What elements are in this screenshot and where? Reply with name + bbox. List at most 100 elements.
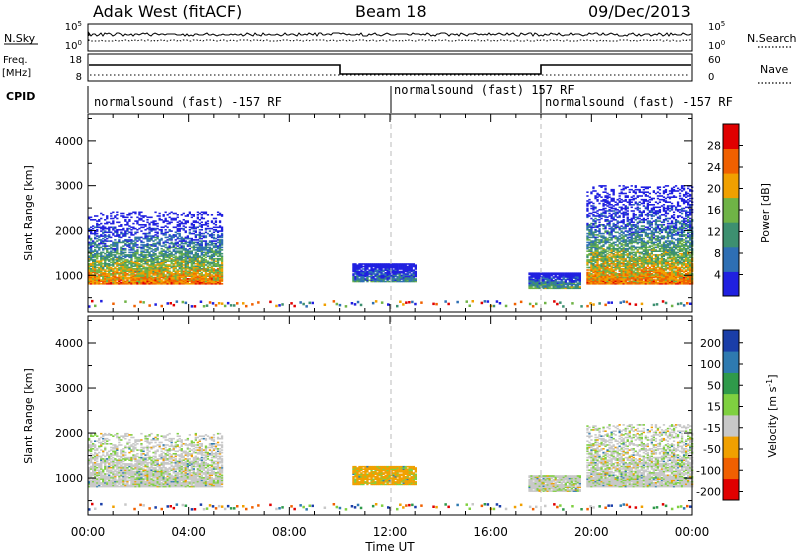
power-cell (389, 281, 391, 283)
power-cell (352, 273, 354, 275)
power-cell (604, 225, 606, 227)
power-cell (140, 218, 142, 220)
power-cell (623, 208, 625, 210)
power-cell (157, 228, 159, 230)
power-cell (183, 264, 185, 266)
power-cell (187, 214, 189, 216)
power-cell (100, 227, 102, 229)
power-cell (195, 227, 197, 229)
power-cell (96, 264, 98, 266)
power-cell (181, 222, 183, 224)
power-cell (623, 235, 625, 237)
power-cell (659, 267, 661, 269)
power-cell (211, 248, 213, 250)
power-cell (128, 277, 130, 279)
power-cell (126, 254, 128, 256)
power-cell (370, 263, 372, 265)
power-cell (215, 229, 217, 231)
date-title: 09/Dec/2013 (588, 2, 691, 21)
power-cell (633, 195, 635, 197)
power-cell (651, 255, 653, 257)
power-cell (625, 199, 627, 201)
power-cell (647, 259, 649, 261)
power-cell (128, 254, 130, 256)
freq-trace (89, 65, 691, 74)
power-cell (590, 218, 592, 220)
power-cell (161, 250, 163, 252)
power-cell (142, 227, 144, 229)
power-cell (655, 235, 657, 237)
power-cell (197, 214, 199, 216)
power-cell (201, 233, 203, 235)
power-cell (590, 191, 592, 193)
power-cell (615, 252, 617, 254)
power-cell (217, 214, 219, 216)
power-cell (657, 269, 659, 271)
power-cell (199, 243, 201, 245)
power-cell (209, 240, 211, 242)
power-cell (171, 247, 173, 249)
power-cell (167, 275, 169, 277)
power-cell (102, 214, 104, 216)
power-cell (148, 252, 150, 254)
power-cell (623, 227, 625, 229)
power-cell (625, 254, 627, 256)
power-cell (613, 228, 615, 230)
power-cell (195, 263, 197, 265)
power-cell (100, 247, 102, 249)
power-cell (608, 242, 610, 244)
power-cell (655, 201, 657, 203)
power-cell (602, 233, 604, 235)
power-cell (159, 215, 161, 217)
power-cell (627, 243, 629, 245)
power-cell (92, 228, 94, 230)
power-cell (96, 238, 98, 240)
power-cell (592, 227, 594, 229)
power-cell (653, 207, 655, 209)
power-cell (136, 229, 138, 231)
power-cell (128, 243, 130, 245)
power-cell (621, 243, 623, 245)
power-cell (169, 222, 171, 224)
power-cell (645, 194, 647, 196)
power-cell (213, 234, 215, 236)
power-cell (102, 232, 104, 234)
power-cell (596, 193, 598, 195)
power-cell (528, 276, 530, 278)
power-cell (132, 227, 134, 229)
power-cell (177, 217, 179, 219)
power-cell (635, 191, 637, 193)
power-cell (150, 228, 152, 230)
power-cell (623, 268, 625, 270)
power-cell (116, 268, 118, 270)
power-cell (602, 255, 604, 257)
power-cell (633, 254, 635, 256)
power-cell (611, 189, 613, 191)
power-cell (577, 282, 579, 284)
power-cell (629, 247, 631, 249)
power-cell (205, 268, 207, 270)
power-cell (94, 259, 96, 261)
power-cell (132, 223, 134, 225)
power-cell (617, 232, 619, 234)
power-cell (116, 277, 118, 279)
power-cell (551, 277, 553, 279)
power-cell (596, 196, 598, 198)
power-cell (193, 239, 195, 241)
power-cell (167, 214, 169, 216)
power-cell (643, 186, 645, 188)
freq-label: Freq. (3, 55, 28, 66)
power-cell (96, 215, 98, 217)
power-cell (579, 286, 581, 288)
power-cell (213, 268, 215, 270)
power-cell (130, 217, 132, 219)
power-cell (108, 240, 110, 242)
power-cell (590, 257, 592, 259)
power-cell (557, 276, 559, 278)
power-cell (154, 223, 156, 225)
power-cell (399, 271, 401, 273)
power-cell (651, 230, 653, 232)
power-cell (594, 264, 596, 266)
power-cell (157, 223, 159, 225)
